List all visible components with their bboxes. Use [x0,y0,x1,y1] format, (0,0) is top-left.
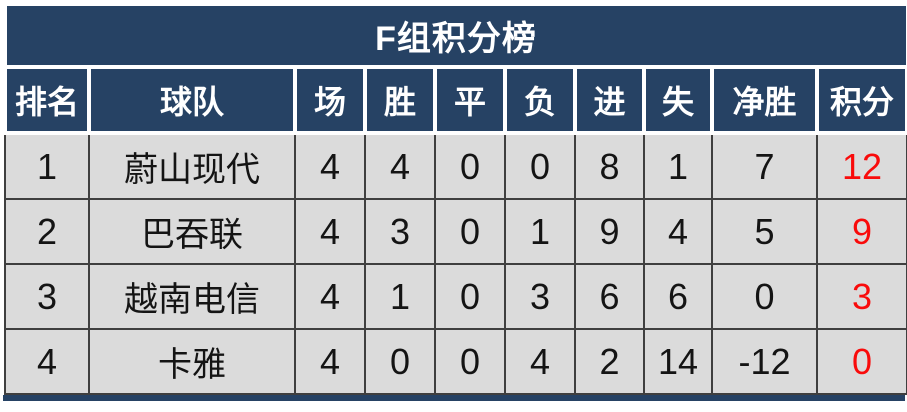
rank-cell: 3 [4,263,90,330]
points-cell: 12 [815,132,907,200]
wins-cell: 1 [364,263,436,330]
points-cell: 0 [815,328,907,395]
goals-against-cell: 6 [643,263,713,330]
losses-cell: 0 [504,132,576,200]
played-cell: 4 [294,328,366,395]
goals-for-cell: 6 [574,263,645,330]
col-header-goals-for: 进 [573,65,646,135]
draws-cell: 0 [434,328,506,395]
header-row: 排名 球队 场 胜 平 负 进 失 净胜 积分 [3,65,907,135]
col-header-team: 球队 [87,65,297,135]
next-section-edge [3,395,905,401]
wins-cell: 4 [364,132,436,200]
team-cell: 越南电信 [88,263,296,330]
losses-cell: 1 [504,198,576,265]
standings-table: F组积分榜 排名 球队 场 胜 平 负 进 失 净胜 积分 1 蔚山现代 4 4… [3,3,907,395]
goal-diff-cell: 5 [711,198,818,265]
goal-diff-cell: 0 [711,263,818,330]
col-header-goals-against: 失 [642,65,714,135]
title-row: F组积分榜 [3,3,907,69]
points-cell: 9 [815,198,907,265]
rank-cell: 4 [4,328,90,395]
col-header-goal-diff: 净胜 [710,65,819,135]
col-header-wins: 胜 [363,65,437,135]
draws-cell: 0 [434,198,506,265]
goals-for-cell: 9 [574,198,645,265]
goals-for-cell: 2 [574,328,645,395]
rank-cell: 2 [4,198,90,265]
draws-cell: 0 [434,263,506,330]
points-cell: 3 [815,263,907,330]
team-cell: 蔚山现代 [88,132,296,200]
table-row: 2 巴吞联 4 3 0 1 9 4 5 9 [4,198,907,265]
goals-against-cell: 1 [643,132,713,200]
col-header-rank: 排名 [3,65,91,135]
team-cell: 卡雅 [88,328,296,395]
draws-cell: 0 [434,132,506,200]
col-header-losses: 负 [503,65,577,135]
losses-cell: 4 [504,328,576,395]
played-cell: 4 [294,263,366,330]
table-row: 1 蔚山现代 4 4 0 0 8 1 7 12 [4,132,907,200]
team-cell: 巴吞联 [88,198,296,265]
wins-cell: 0 [364,328,436,395]
goal-diff-cell: -12 [711,328,818,395]
table-title: F组积分榜 [3,3,907,69]
col-header-played: 场 [293,65,367,135]
col-header-points: 积分 [814,65,907,135]
col-header-draws: 平 [433,65,507,135]
played-cell: 4 [294,132,366,200]
table-row: 4 卡雅 4 0 0 4 2 14 -12 0 [4,328,907,395]
losses-cell: 3 [504,263,576,330]
wins-cell: 3 [364,198,436,265]
goals-against-cell: 14 [643,328,713,395]
played-cell: 4 [294,198,366,265]
rank-cell: 1 [4,132,90,200]
table-row: 3 越南电信 4 1 0 3 6 6 0 3 [4,263,907,330]
goal-diff-cell: 7 [711,132,818,200]
goals-against-cell: 4 [643,198,713,265]
goals-for-cell: 8 [574,132,645,200]
